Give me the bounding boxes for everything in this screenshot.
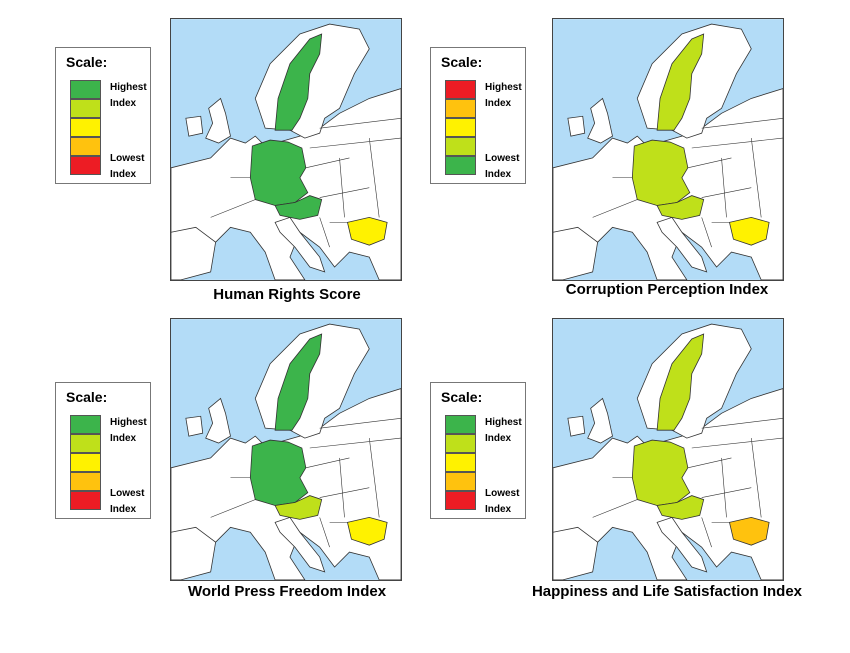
country-borders [592, 117, 784, 248]
europe-map [552, 318, 784, 581]
country-borders [592, 417, 784, 548]
map-title: Human Rights Score [213, 286, 361, 303]
country-sweden [656, 333, 705, 431]
legend-box: Scale: Highest Index Lowest Index [430, 47, 526, 184]
country-germany [249, 139, 309, 206]
legend-swatch [445, 453, 476, 472]
legend-top-label: Highest [110, 82, 147, 93]
legend-swatch [70, 491, 101, 510]
legend-swatch [70, 415, 101, 434]
map-title: Corruption Perception Index [565, 281, 769, 298]
legend-top-label: Index [485, 98, 512, 109]
region-italy [274, 216, 326, 273]
region-iberia [552, 226, 599, 281]
country-bulgaria [728, 517, 770, 546]
legend-box: Scale: Highest Index Lowest Index [55, 47, 151, 184]
legend-swatch [445, 472, 476, 491]
region-ireland [567, 115, 586, 137]
region-ireland [185, 415, 204, 437]
legend-swatch [445, 156, 476, 175]
legend-bottom-label: Lowest [485, 488, 520, 499]
country-borders [210, 117, 402, 248]
legend-bottom-label: Index [485, 169, 512, 180]
country-bulgaria [728, 217, 770, 246]
region-uk [587, 97, 613, 144]
region-iberia [552, 526, 599, 581]
map-title: Happiness and Life Satisfaction Index [531, 583, 803, 600]
legend-bottom-label: Lowest [110, 153, 145, 164]
region-iberia [170, 226, 217, 281]
country-austria [274, 195, 323, 220]
region-uk [205, 397, 231, 444]
legend-bottom-label: Lowest [485, 153, 520, 164]
country-sweden [274, 333, 323, 431]
region-italy [274, 516, 326, 573]
legend-title: Scale: [441, 389, 483, 405]
legend-swatch [445, 137, 476, 156]
region-uk [205, 97, 231, 144]
country-borders [210, 417, 402, 548]
legend-top-label: Index [485, 433, 512, 444]
country-bulgaria [346, 517, 388, 546]
map-title: World Press Freedom Index [187, 583, 387, 600]
country-sweden [656, 33, 705, 131]
legend-box: Scale: Highest Index Lowest Index [55, 382, 151, 519]
country-austria [274, 495, 323, 520]
legend-swatch [70, 118, 101, 137]
region-ireland [185, 115, 204, 137]
legend-swatch [445, 491, 476, 510]
region-italy [656, 516, 708, 573]
legend-swatch [445, 434, 476, 453]
country-sweden [274, 33, 323, 131]
country-austria [656, 195, 705, 220]
region-ireland [567, 415, 586, 437]
legend-top-label: Highest [485, 82, 522, 93]
europe-map [170, 18, 402, 281]
country-germany [631, 439, 691, 506]
legend-bottom-label: Index [110, 169, 137, 180]
legend-swatch [70, 137, 101, 156]
legend-title: Scale: [66, 389, 108, 405]
legend-bottom-label: Lowest [110, 488, 145, 499]
legend-box: Scale: Highest Index Lowest Index [430, 382, 526, 519]
europe-map [552, 18, 784, 281]
legend-top-label: Highest [485, 417, 522, 428]
legend-swatch [445, 99, 476, 118]
legend-title: Scale: [441, 54, 483, 70]
legend-swatch [70, 472, 101, 491]
legend-swatch [70, 453, 101, 472]
legend-top-label: Index [110, 98, 137, 109]
legend-swatch [70, 80, 101, 99]
country-germany [249, 439, 309, 506]
legend-bottom-label: Index [110, 504, 137, 515]
legend-bottom-label: Index [485, 504, 512, 515]
legend-top-label: Index [110, 433, 137, 444]
country-germany [631, 139, 691, 206]
region-uk [587, 397, 613, 444]
legend-swatch [445, 118, 476, 137]
country-austria [656, 495, 705, 520]
region-iberia [170, 526, 217, 581]
legend-swatch [70, 99, 101, 118]
legend-swatch [70, 156, 101, 175]
region-italy [656, 216, 708, 273]
legend-swatch [70, 434, 101, 453]
europe-map [170, 318, 402, 581]
country-bulgaria [346, 217, 388, 246]
legend-top-label: Highest [110, 417, 147, 428]
legend-title: Scale: [66, 54, 108, 70]
legend-swatch [445, 80, 476, 99]
legend-swatch [445, 415, 476, 434]
